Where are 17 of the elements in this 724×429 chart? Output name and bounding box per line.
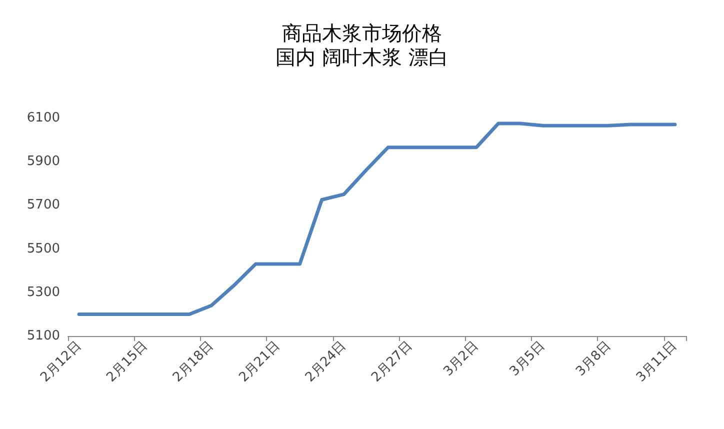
chart-title: 商品木浆市场价格 bbox=[282, 21, 442, 45]
x-tick-label: 2月18日 bbox=[170, 338, 217, 386]
x-tick-label: 3月8日 bbox=[573, 338, 614, 380]
x-tick-label: 3月11日 bbox=[634, 338, 680, 386]
chart-subtitle: 国内 阔叶木浆 漂白 bbox=[276, 45, 448, 69]
x-tick-label: 3月5日 bbox=[507, 338, 548, 380]
x-tick-label: 2月24日 bbox=[302, 338, 350, 386]
x-tick-label: 2月27日 bbox=[368, 338, 416, 386]
x-tick-label: 2月15日 bbox=[104, 338, 151, 386]
x-tick-label: 2月21日 bbox=[236, 338, 283, 386]
y-tick-label: 6100 bbox=[26, 110, 60, 126]
x-tick-label: 3月2日 bbox=[440, 338, 482, 380]
y-tick-label: 5500 bbox=[26, 241, 60, 256]
y-tick-label: 5700 bbox=[26, 198, 60, 213]
line-series bbox=[77, 122, 677, 316]
y-tick-label: 5900 bbox=[26, 154, 60, 170]
y-tick-label: 5300 bbox=[26, 284, 60, 300]
